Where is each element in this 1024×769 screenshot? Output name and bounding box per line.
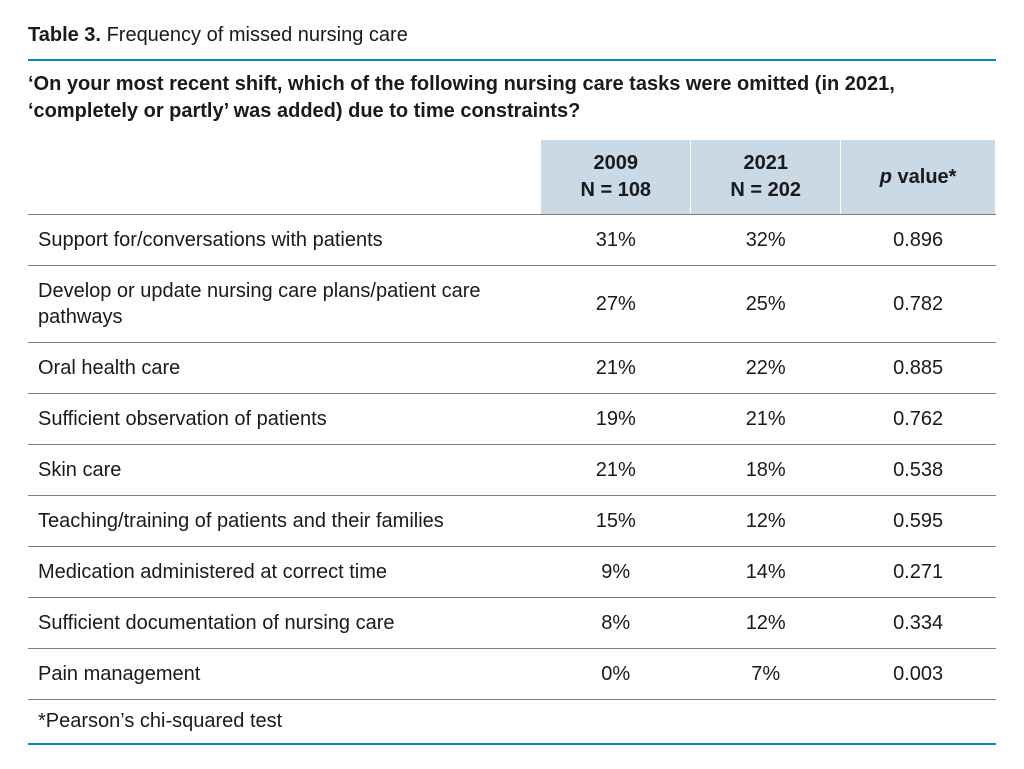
row-pvalue: 0.782 xyxy=(841,266,996,343)
row-label: Sufficient documentation of nursing care xyxy=(28,598,541,649)
row-pvalue: 0.885 xyxy=(841,343,996,394)
table-row: Sufficient observation of patients19%21%… xyxy=(28,394,996,445)
header-pvalue: p value* xyxy=(841,140,996,215)
row-label: Pain management xyxy=(28,649,541,700)
row-label: Teaching/training of patients and their … xyxy=(28,496,541,547)
header-2009-year: 2009 xyxy=(594,152,639,174)
row-2009: 31% xyxy=(541,215,691,266)
header-empty xyxy=(28,140,541,215)
row-2009: 15% xyxy=(541,496,691,547)
row-2021: 7% xyxy=(691,649,841,700)
footnote-row: *Pearson’s chi-squared test xyxy=(28,700,996,744)
header-p-italic: p xyxy=(880,166,892,188)
row-label: Skin care xyxy=(28,445,541,496)
header-2021-year: 2021 xyxy=(743,152,788,174)
row-label: Medication administered at correct time xyxy=(28,547,541,598)
row-2009: 19% xyxy=(541,394,691,445)
row-2021: 14% xyxy=(691,547,841,598)
row-pvalue: 0.271 xyxy=(841,547,996,598)
row-2021: 12% xyxy=(691,598,841,649)
bottom-rule xyxy=(28,743,996,745)
row-2021: 21% xyxy=(691,394,841,445)
row-2009: 0% xyxy=(541,649,691,700)
row-2021: 25% xyxy=(691,266,841,343)
row-label: Sufficient observation of patients xyxy=(28,394,541,445)
row-2021: 18% xyxy=(691,445,841,496)
footnote-text: *Pearson’s chi-squared test xyxy=(28,700,996,744)
row-label: Support for/conversations with patients xyxy=(28,215,541,266)
header-2021-n: N = 202 xyxy=(697,177,834,204)
row-2009: 21% xyxy=(541,343,691,394)
table-caption: Table 3. Frequency of missed nursing car… xyxy=(28,24,996,47)
table-row: Oral health care21%22%0.885 xyxy=(28,343,996,394)
row-pvalue: 0.762 xyxy=(841,394,996,445)
row-pvalue: 0.334 xyxy=(841,598,996,649)
table-row: Develop or update nursing care plans/pat… xyxy=(28,266,996,343)
row-2009: 21% xyxy=(541,445,691,496)
table-row: Teaching/training of patients and their … xyxy=(28,496,996,547)
row-2009: 27% xyxy=(541,266,691,343)
row-pvalue: 0.538 xyxy=(841,445,996,496)
table-header-row: 2009 N = 108 2021 N = 202 p value* xyxy=(28,140,996,215)
row-pvalue: 0.003 xyxy=(841,649,996,700)
table-row: Skin care21%18%0.538 xyxy=(28,445,996,496)
header-p-rest: value* xyxy=(892,166,956,188)
table-label: Table 3. xyxy=(28,24,101,46)
header-2009-n: N = 108 xyxy=(547,177,684,204)
row-2009: 8% xyxy=(541,598,691,649)
row-2009: 9% xyxy=(541,547,691,598)
table-body: Support for/conversations with patients3… xyxy=(28,215,996,700)
row-2021: 12% xyxy=(691,496,841,547)
row-label: Oral health care xyxy=(28,343,541,394)
table-row: Sufficient documentation of nursing care… xyxy=(28,598,996,649)
table-title-text: Frequency of missed nursing care xyxy=(107,24,408,46)
top-rule xyxy=(28,59,996,61)
table-row: Support for/conversations with patients3… xyxy=(28,215,996,266)
row-pvalue: 0.896 xyxy=(841,215,996,266)
missed-care-table: 2009 N = 108 2021 N = 202 p value* Suppo… xyxy=(28,139,996,743)
survey-question: ‘On your most recent shift, which of the… xyxy=(28,71,996,125)
row-2021: 22% xyxy=(691,343,841,394)
table-row: Pain management0%7%0.003 xyxy=(28,649,996,700)
table-row: Medication administered at correct time9… xyxy=(28,547,996,598)
header-2009: 2009 N = 108 xyxy=(541,140,691,215)
row-2021: 32% xyxy=(691,215,841,266)
row-pvalue: 0.595 xyxy=(841,496,996,547)
header-2021: 2021 N = 202 xyxy=(691,140,841,215)
row-label: Develop or update nursing care plans/pat… xyxy=(28,266,541,343)
